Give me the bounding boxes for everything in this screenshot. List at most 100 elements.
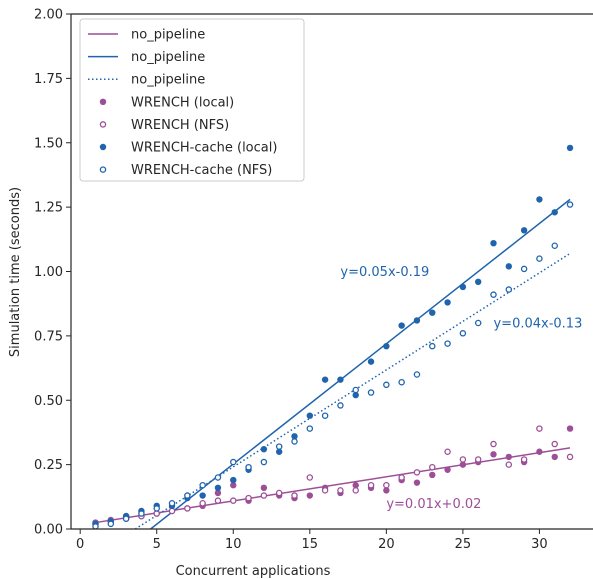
point-s1-18 <box>367 481 375 489</box>
point-s1-31 <box>566 453 574 461</box>
point-s0-11 <box>260 484 268 491</box>
point-s2-31 <box>566 144 574 152</box>
point-s2-7 <box>199 492 206 499</box>
point-s0-21 <box>413 479 421 486</box>
point-s3-8 <box>214 474 222 481</box>
point-s1-28 <box>520 456 528 463</box>
y-tick-label-1.5: 1.50 <box>34 136 63 151</box>
y-tick-label-2: 2.00 <box>34 8 63 23</box>
x-tick-label-20: 20 <box>378 537 395 552</box>
legend-marker-5 <box>99 143 107 151</box>
point-s1-6 <box>184 505 191 512</box>
legend-label-1: no_pipeline <box>131 50 205 65</box>
point-s2-16 <box>337 376 344 383</box>
point-s1-7 <box>199 499 206 507</box>
point-s0-8 <box>214 489 222 497</box>
point-s2-12 <box>275 448 283 455</box>
point-s1-24 <box>459 456 467 463</box>
point-s2-22 <box>429 309 436 316</box>
point-s0-31 <box>566 425 574 432</box>
point-s2-25 <box>474 278 482 285</box>
point-s0-22 <box>429 471 436 479</box>
legend-label-4: WRENCH (NFS) <box>131 118 229 133</box>
point-s1-5 <box>168 507 176 515</box>
point-s3-16 <box>337 402 344 409</box>
point-s0-19 <box>383 487 390 494</box>
point-s2-14 <box>306 412 314 419</box>
point-s1-16 <box>337 487 344 494</box>
point-s3-9 <box>230 458 237 466</box>
point-s3-2 <box>122 515 130 522</box>
point-s3-14 <box>306 425 314 432</box>
legend-marker-4 <box>99 121 107 128</box>
point-s1-25 <box>474 456 482 463</box>
point-s3-3 <box>138 510 145 517</box>
point-s3-24 <box>459 330 467 337</box>
point-s2-8 <box>214 484 222 491</box>
legend-marker-6 <box>99 166 107 173</box>
point-s3-12 <box>275 443 283 450</box>
point-s3-5 <box>168 499 176 507</box>
point-s3-21 <box>413 371 421 378</box>
point-s3-10 <box>245 463 252 471</box>
point-s3-4 <box>153 505 160 512</box>
point-s2-21 <box>413 317 421 324</box>
legend-marker-3 <box>99 98 107 106</box>
point-s2-30 <box>551 209 558 216</box>
x-tick-label-30: 30 <box>531 537 548 552</box>
x-tick-label-25: 25 <box>455 537 472 552</box>
point-s3-23 <box>444 340 451 347</box>
point-s1-12 <box>275 489 283 497</box>
point-s3-17 <box>352 386 359 394</box>
point-s3-25 <box>474 319 482 327</box>
point-s0-9 <box>230 482 237 489</box>
y-tick-label-0.75: 0.75 <box>34 329 63 344</box>
point-s3-19 <box>383 381 390 389</box>
y-tick-label-1.25: 1.25 <box>34 201 63 216</box>
point-s0-30 <box>551 453 558 461</box>
point-s2-15 <box>321 376 329 383</box>
point-s3-13 <box>291 438 298 445</box>
point-s3-27 <box>505 286 513 293</box>
point-s1-15 <box>321 487 329 494</box>
point-s2-20 <box>398 322 405 329</box>
point-s1-20 <box>398 474 405 481</box>
point-s0-14 <box>306 492 314 499</box>
point-s2-11 <box>260 445 268 453</box>
point-s1-19 <box>383 481 390 489</box>
fit-equation-1: y=0.04x-0.13 <box>493 317 582 332</box>
point-s1-11 <box>260 492 268 499</box>
point-s0-27 <box>505 453 513 461</box>
point-s3-20 <box>398 378 405 386</box>
point-s0-29 <box>536 448 543 455</box>
point-s3-26 <box>490 291 497 298</box>
point-s1-22 <box>429 463 436 471</box>
point-s2-24 <box>459 283 467 291</box>
point-s2-19 <box>383 342 390 350</box>
point-s2-23 <box>444 299 451 306</box>
y-tick-label-1.75: 1.75 <box>34 72 63 87</box>
point-s1-9 <box>230 497 237 504</box>
x-tick-label-10: 10 <box>225 537 242 552</box>
point-s0-23 <box>444 466 451 473</box>
point-s2-27 <box>505 263 513 270</box>
y-tick-label-0.25: 0.25 <box>34 458 63 473</box>
point-s3-31 <box>566 201 574 208</box>
point-s3-22 <box>429 342 436 350</box>
point-s1-26 <box>490 440 497 448</box>
point-s1-14 <box>306 474 314 481</box>
y-tick-label-0: 0.00 <box>34 523 63 538</box>
fit-line-1 <box>150 198 571 529</box>
point-s1-17 <box>352 487 359 494</box>
point-s1-4 <box>153 510 160 517</box>
point-s2-18 <box>367 358 375 365</box>
fit-equation-2: y=0.01x+0.02 <box>386 497 481 512</box>
point-s1-29 <box>536 425 543 432</box>
point-s3-30 <box>551 242 558 249</box>
legend-label-6: WRENCH-cache (NFS) <box>131 163 272 178</box>
point-s2-17 <box>352 391 359 399</box>
point-s0-17 <box>352 482 359 489</box>
legend-label-0: no_pipeline <box>131 28 205 43</box>
fit-equation-0: y=0.05x-0.19 <box>340 265 429 280</box>
